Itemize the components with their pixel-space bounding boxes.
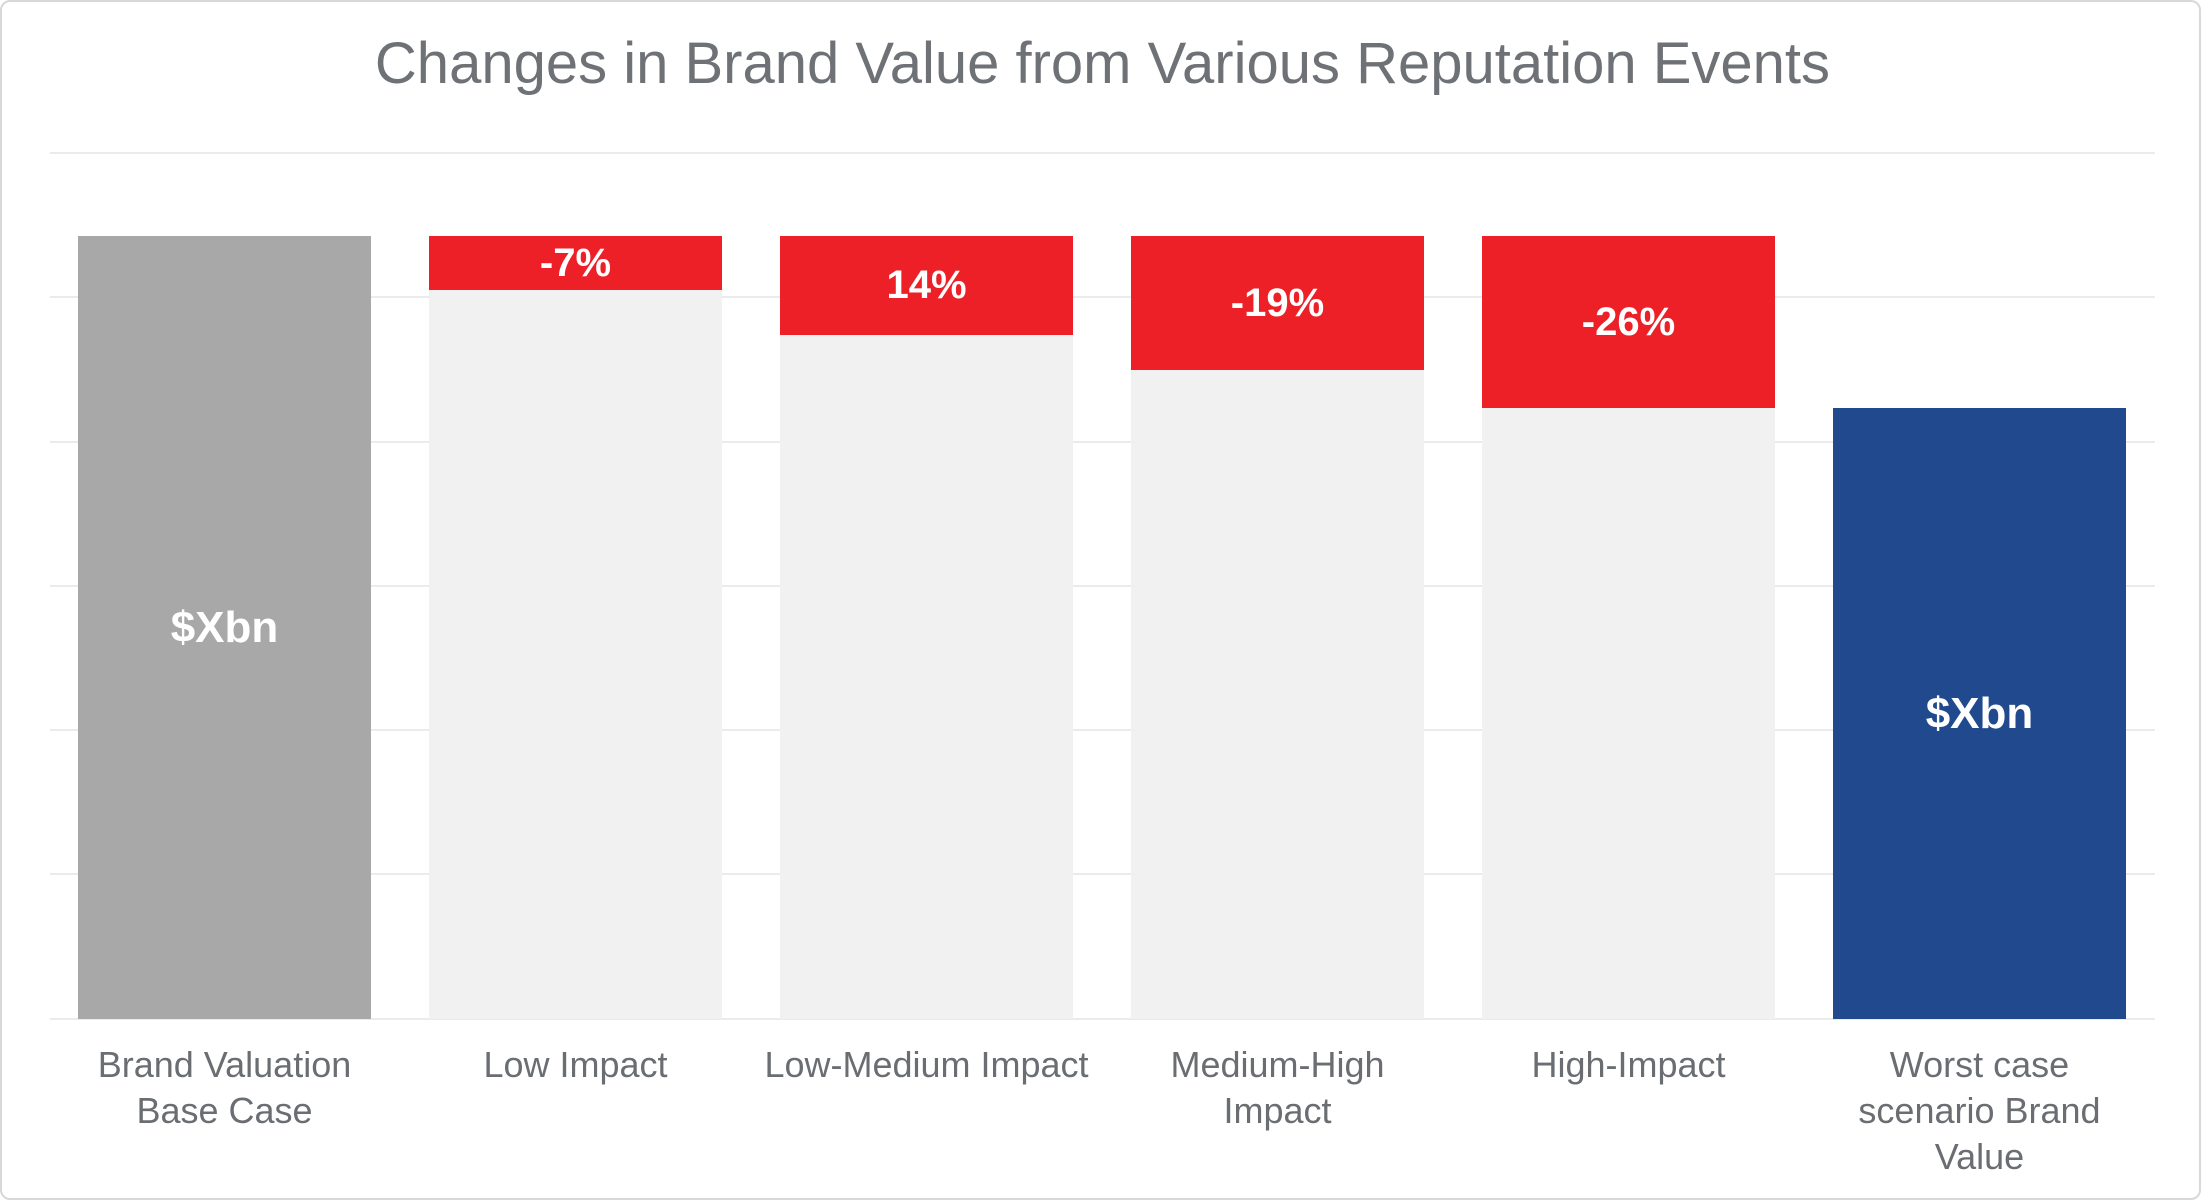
category-label-worst-case: Worst case scenario Brand Value [1858,1044,2101,1177]
category-label-low-impact: Low Impact [483,1044,668,1085]
bar-change-label: -19% [1230,280,1325,325]
bar-low-impact-loss-segment: -7% [429,236,722,290]
bar-change-label: -26% [1581,299,1676,344]
bar-low-medium-impact-loss-segment: 14% [780,236,1073,335]
category-label-high-impact: High-Impact [1531,1044,1726,1085]
gridline [50,729,2155,731]
bar-worst-case: $Xbn [1833,408,2126,1019]
gridline [50,873,2155,875]
bar-medium-high-impact-remaining-segment [1131,370,1424,1019]
gridline [50,296,2155,298]
bar-change-label: -7% [539,240,612,285]
bar-change-label: 14% [886,263,967,307]
gridline [50,441,2155,443]
bar-low-medium-impact-remaining-segment [780,335,1073,1019]
gridline [50,152,2155,154]
category-label-low-medium-impact: Low-Medium Impact [764,1044,1089,1085]
bar-high-impact-loss-segment: -26% [1482,236,1775,408]
bar-value-label: $Xbn [170,602,279,652]
category-label-base-case: Brand Valuation Base Case [97,1044,352,1131]
bar-value-label: $Xbn [1925,688,2034,738]
gridline [50,585,2155,587]
bar-high-impact-remaining-segment [1482,408,1775,1019]
category-label-medium-high-impact: Medium-High Impact [1170,1044,1385,1131]
gridline [50,1018,2155,1020]
chart-title: Changes in Brand Value from Various Repu… [374,31,1831,96]
bar-medium-high-impact-loss-segment: -19% [1131,236,1424,370]
bar-base-case: $Xbn [78,236,371,1019]
bar-low-impact-remaining-segment [429,290,722,1019]
